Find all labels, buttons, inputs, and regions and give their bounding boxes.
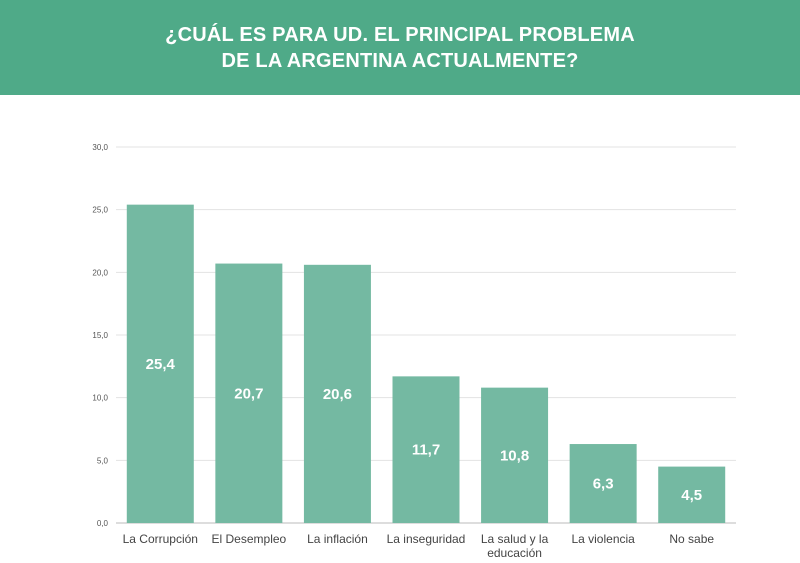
x-category-label: El Desempleo <box>212 532 287 546</box>
y-tick-label: 15,0 <box>92 331 108 340</box>
x-category-label-line: La Corrupción <box>123 532 198 546</box>
bar <box>303 264 371 523</box>
bar-value-label: 25,4 <box>146 356 176 373</box>
x-category-label-line: La violencia <box>571 532 635 546</box>
bar <box>392 376 460 523</box>
x-category-label-line: El Desempleo <box>212 532 287 546</box>
y-tick-label: 10,0 <box>92 394 108 403</box>
bar <box>569 444 637 523</box>
x-category-label: La inflación <box>307 532 368 546</box>
y-tick-label: 20,0 <box>92 268 108 277</box>
x-category-label-line: educación <box>487 546 542 560</box>
bar-value-label: 11,7 <box>412 442 440 459</box>
x-category-label-line: La salud y la <box>481 532 549 546</box>
x-category-label: La Corrupción <box>123 532 198 546</box>
chart-header: ¿CUÁL ES PARA UD. EL PRINCIPAL PROBLEMA … <box>0 0 800 95</box>
y-tick-label: 30,0 <box>92 143 108 152</box>
x-category-label: La inseguridad <box>387 532 466 546</box>
bar-value-label: 6,3 <box>593 476 614 493</box>
x-category-label: La salud y la educación <box>481 532 549 560</box>
bar-value-label: 20,7 <box>234 385 263 402</box>
chart-title-line-2: DE LA ARGENTINA ACTUALMENTE? <box>221 49 579 72</box>
bar <box>126 204 194 524</box>
y-tick-label: 25,0 <box>92 206 108 215</box>
x-category-label-line: La inflación <box>307 532 368 546</box>
x-category-label: La violencia <box>571 532 635 546</box>
bar <box>215 263 283 523</box>
bar-value-label: 20,6 <box>323 386 352 403</box>
bar-value-label: 4,5 <box>681 487 702 504</box>
x-category-label-line: La inseguridad <box>387 532 466 546</box>
chart-title-line-1: ¿CUÁL ES PARA UD. EL PRINCIPAL PROBLEMA <box>165 23 635 46</box>
x-category-label: No sabe <box>669 532 714 546</box>
bar <box>658 466 726 523</box>
bar <box>481 387 549 523</box>
x-category-label-line: No sabe <box>669 532 714 546</box>
y-tick-label: 0,0 <box>97 519 109 528</box>
bar-value-label: 10,8 <box>500 447 529 464</box>
bar-chart: 0,0 5,0 10,0 15,0 20,0 25,0 30,0 25,4 La Corrupc… <box>92 143 736 560</box>
y-tick-label: 5,0 <box>97 456 109 465</box>
